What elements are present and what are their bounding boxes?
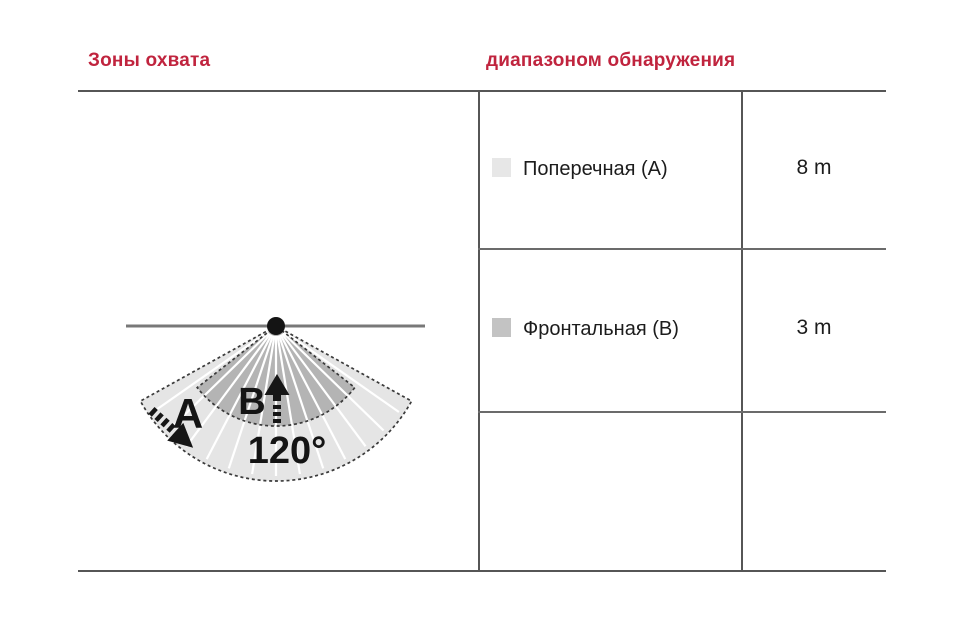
zone-a-swatch (492, 158, 511, 177)
coverage-angle-label: 120° (248, 430, 327, 472)
coverage-diagram: A B 120° (126, 317, 425, 482)
inner-zone-outline (196, 324, 356, 427)
fan-ray (227, 335, 274, 469)
table-column-divider (741, 90, 743, 572)
table-row-divider-1 (478, 248, 886, 250)
table-left-border (478, 90, 480, 572)
zone-b-swatch (492, 318, 511, 337)
motion-direction-b-arrow (264, 374, 290, 423)
sensor-dot (267, 317, 285, 335)
fan-ray (185, 333, 271, 447)
fan-ray (278, 335, 325, 469)
fan-ray (251, 335, 276, 475)
zone-a-range-value: 8 m (796, 156, 832, 179)
section-title-coverage-zones: Зоны охвата (88, 50, 211, 71)
fan-ray (167, 332, 270, 432)
fan-rays (152, 330, 400, 476)
fan-ray (283, 330, 400, 413)
outer-zone-outline (139, 325, 413, 482)
fan-ray (279, 334, 347, 460)
zone-b-row-label: Фронтальная (В) (523, 318, 679, 340)
fan-ray (281, 333, 367, 447)
frame-bottom-border (78, 570, 886, 573)
zone-b-range-value: 3 m (796, 316, 832, 339)
fan-ray (152, 330, 269, 413)
fan-ray (276, 335, 301, 475)
fan-ray (205, 334, 273, 460)
frame-top-border (78, 90, 886, 93)
fan-ray (282, 332, 385, 432)
zone-a-row-label: Поперечная (А) (523, 158, 668, 180)
zone-a-letter-label: A (173, 390, 203, 437)
table-row-divider-2 (478, 411, 886, 413)
section-title-detection-range: диапазоном обнаружения (486, 50, 736, 71)
motion-direction-a-arrow (148, 406, 194, 448)
zone-b-letter-label: B (238, 381, 265, 423)
